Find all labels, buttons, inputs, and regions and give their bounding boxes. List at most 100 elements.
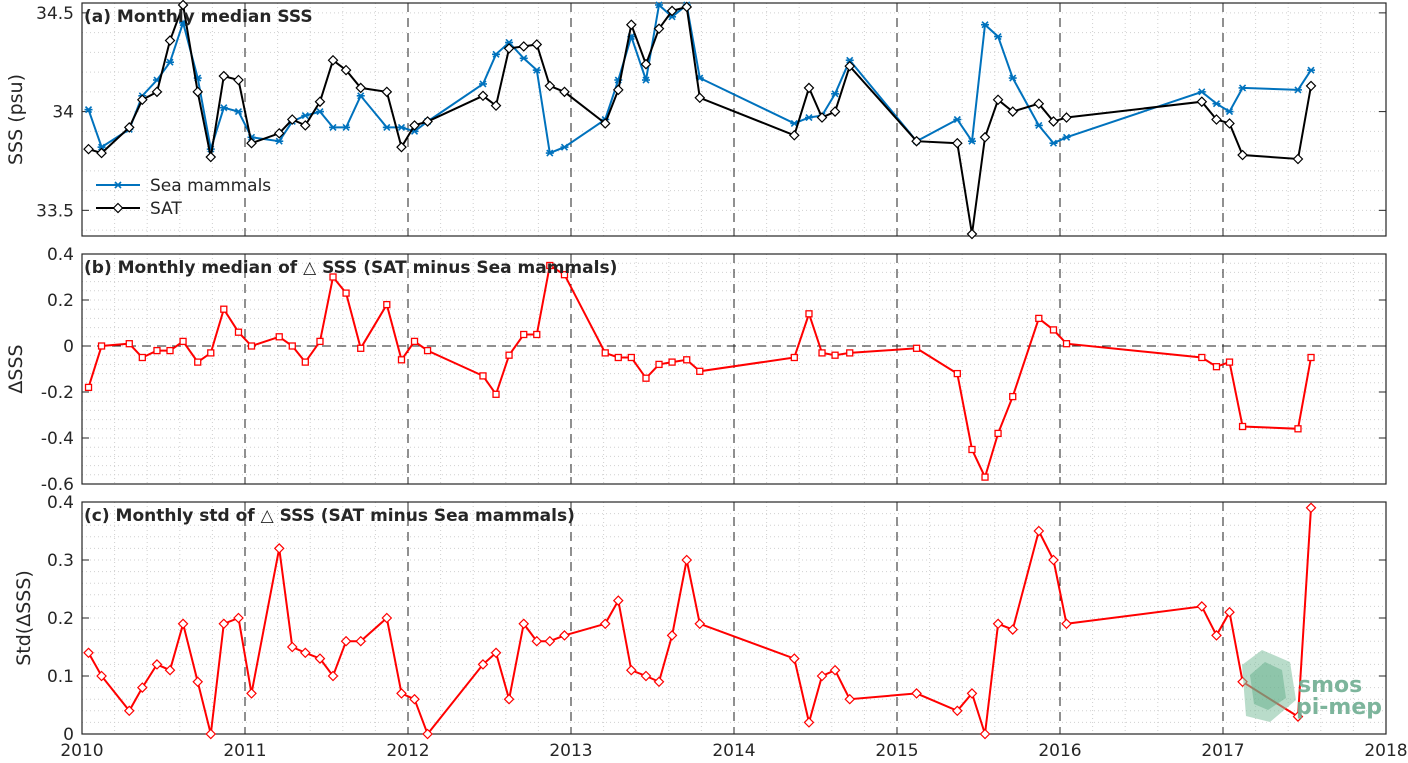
data-point: [84, 106, 93, 114]
data-point: [911, 135, 922, 147]
data-point: [829, 664, 841, 676]
major-grid: [244, 502, 1224, 734]
data-point: [477, 659, 489, 670]
data-point: [1224, 118, 1235, 129]
data-point: [177, 618, 189, 630]
data-point: [1196, 601, 1208, 612]
data-point: [97, 342, 106, 350]
data-point: [342, 289, 350, 297]
data-point: [288, 342, 296, 350]
data-point: [97, 143, 106, 151]
data-point: [560, 143, 569, 151]
data-point: [194, 358, 202, 366]
data-point: [533, 330, 541, 339]
marker-stroke: [1062, 133, 1071, 141]
data-point: [846, 349, 854, 357]
data-point: [205, 728, 217, 740]
data-point: [327, 670, 339, 682]
data-point: [1225, 358, 1234, 366]
data-point: [275, 333, 283, 341]
data-point: [951, 137, 963, 149]
data-point: [816, 670, 828, 682]
data-point: [668, 358, 676, 366]
data-point: [1007, 624, 1019, 635]
marker-stroke: [981, 21, 989, 29]
data-point: [246, 137, 257, 149]
data-point: [83, 647, 94, 659]
data-point: [966, 228, 978, 240]
y-tick-label: 0.4: [47, 245, 74, 265]
data-point: [601, 349, 609, 357]
data-point: [666, 5, 678, 17]
tick-marks: [81, 3, 1387, 236]
legend-marker: [114, 181, 122, 189]
marker-stroke: [166, 58, 174, 66]
marker-stroke: [546, 149, 554, 157]
legend-item: Sea mammals: [96, 176, 271, 196]
y-tick-label: 0.3: [47, 551, 74, 571]
logo-text-pi-mep: pi-mep: [1296, 695, 1382, 720]
data-point: [382, 123, 391, 131]
panel-delta-sss: -0.6 -0.4 -0.2 0 0.2 0.4 ΔSSS (b) Monthly media…: [5, 245, 1387, 495]
data-point: [505, 351, 513, 359]
y-tick-label: 0.4: [47, 493, 74, 513]
data-point: [273, 127, 285, 139]
data-point: [951, 705, 963, 717]
data-point: [1292, 153, 1304, 165]
marker-stroke: [220, 104, 228, 112]
marker-stroke: [831, 90, 839, 98]
panel-std-delta-sss: 0 0.1 0.2 0.3 0.4 2010 2011 2012 2013 2014 2015 201…: [13, 493, 1408, 761]
data-point: [546, 261, 554, 270]
panel-title: (a) Monthly median SSS: [84, 7, 313, 27]
data-point: [981, 21, 990, 29]
data-point: [532, 66, 541, 74]
marker-stroke: [1238, 84, 1247, 92]
data-point: [518, 41, 530, 52]
data-point: [123, 705, 135, 717]
marker-stroke: [97, 143, 106, 151]
marker-stroke: [357, 92, 365, 100]
data-point: [844, 60, 856, 72]
data-point: [1307, 66, 1316, 74]
data-point: [518, 618, 530, 630]
data-point: [383, 300, 391, 309]
marker-stroke: [1225, 108, 1234, 116]
data-point: [164, 35, 176, 46]
data-point: [994, 429, 1002, 438]
data-point: [247, 342, 256, 350]
data-point: [342, 123, 351, 131]
data-point: [1062, 340, 1071, 348]
data-point: [219, 104, 228, 112]
data-point: [1048, 554, 1059, 566]
data-point: [329, 273, 337, 281]
data-point: [641, 76, 650, 84]
marker-stroke: [642, 76, 650, 84]
marker-stroke: [805, 113, 813, 122]
marker-stroke: [397, 123, 406, 131]
marker-stroke: [492, 50, 500, 58]
data-point: [1061, 112, 1072, 123]
data-point: [681, 1, 693, 13]
data-point: [831, 351, 839, 359]
data-point: [422, 728, 433, 740]
y-tick-label: 34.5: [36, 4, 74, 24]
data-point: [273, 543, 285, 554]
data-point: [397, 123, 406, 131]
data-point: [599, 118, 611, 129]
data-point: [505, 38, 514, 47]
data-point: [316, 337, 324, 346]
y-tick-label: 0: [63, 725, 74, 745]
marker-stroke: [1049, 139, 1058, 147]
panel-title: (b) Monthly median of △ SSS (SAT minus S…: [84, 258, 617, 278]
marker-stroke: [1009, 74, 1017, 82]
data-point: [357, 344, 365, 352]
data-point: [1305, 502, 1317, 514]
data-point: [153, 346, 161, 355]
series-line: [87, 507, 1312, 737]
data-point: [1062, 133, 1071, 141]
data-point: [531, 635, 543, 647]
data-point: [1048, 116, 1059, 127]
y-axis-label: ΔSSS: [5, 344, 27, 393]
tick-marks: [81, 253, 1387, 485]
data-point: [694, 618, 706, 630]
